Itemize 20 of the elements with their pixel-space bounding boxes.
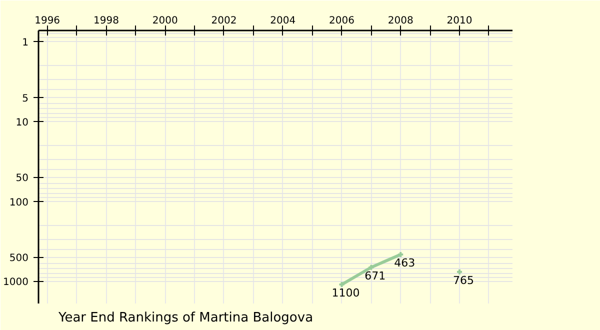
y-tick-label: 10 [16,117,29,128]
x-tick-label: 2008 [388,16,414,26]
x-tick-label: 2004 [270,16,296,26]
y-tick-label: 5 [22,93,29,104]
y-tick-label: 1 [22,37,29,48]
y-tick-label: 100 [9,197,29,208]
text: Year End Rankings of Martina Balogova [58,310,314,326]
y-tick-label: 500 [9,253,29,264]
x-tick-label: 2000 [152,16,178,26]
x-tick-label: 2002 [211,16,237,26]
x-tick-label: 1998 [93,16,119,26]
y-tick-label: 50 [16,173,29,184]
x-tick-label: 2006 [329,16,354,26]
y-tick-label: 1000 [3,277,29,288]
x-tick-label: 1996 [34,16,60,26]
data-label: 1100 [332,286,360,300]
data-label: 463 [394,256,416,270]
x-tick-label: 2010 [446,16,472,26]
data-label: 671 [364,269,386,282]
data-label: 765 [453,274,474,287]
